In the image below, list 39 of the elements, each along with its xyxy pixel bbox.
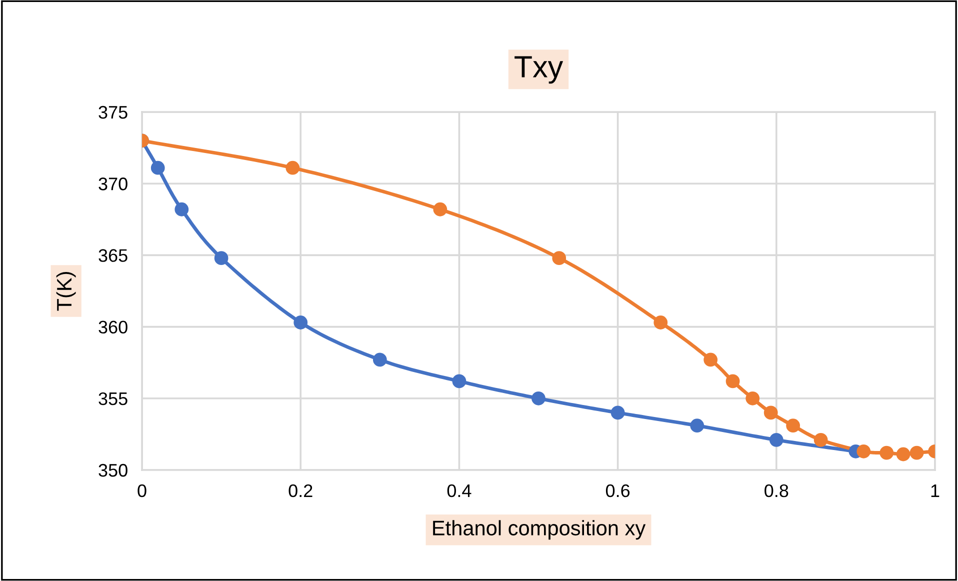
y-tick-label: 360 bbox=[98, 320, 128, 334]
point bbox=[610, 406, 625, 420]
point bbox=[690, 418, 704, 433]
point bbox=[704, 352, 718, 367]
point bbox=[372, 352, 387, 367]
y-tick-label: 375 bbox=[98, 106, 128, 119]
point bbox=[769, 432, 784, 447]
y-tick-label: 370 bbox=[98, 178, 128, 190]
x-axis-title: Ethanol composition xy bbox=[433, 520, 646, 540]
point bbox=[174, 202, 189, 216]
x-tick-label: 0 bbox=[138, 484, 146, 498]
x-tick-label: 0.2 bbox=[288, 484, 312, 498]
y-axis-title: T(K) bbox=[56, 272, 76, 311]
point bbox=[880, 446, 894, 460]
chart-title: Txy bbox=[514, 56, 564, 84]
point bbox=[294, 316, 308, 330]
point bbox=[746, 391, 760, 406]
point bbox=[452, 374, 466, 388]
point bbox=[214, 251, 228, 266]
x-tick-label: 0.6 bbox=[606, 484, 630, 498]
point bbox=[150, 160, 165, 175]
point bbox=[286, 160, 300, 175]
point bbox=[896, 447, 910, 462]
y-tick-label: 350 bbox=[98, 464, 128, 477]
point bbox=[910, 446, 924, 460]
point bbox=[433, 202, 448, 216]
point bbox=[856, 444, 871, 458]
point bbox=[786, 418, 800, 433]
x-tick-label: 0.4 bbox=[447, 484, 472, 498]
point bbox=[764, 406, 778, 420]
x-tick-label: 0.8 bbox=[764, 484, 788, 498]
point bbox=[814, 432, 828, 447]
point bbox=[654, 316, 668, 330]
x-tick-label: 1 bbox=[931, 484, 940, 497]
point bbox=[726, 374, 740, 388]
y-tick-label: 355 bbox=[98, 392, 128, 406]
y-tick-label: 365 bbox=[98, 249, 128, 262]
point bbox=[532, 391, 546, 406]
point bbox=[552, 251, 566, 266]
